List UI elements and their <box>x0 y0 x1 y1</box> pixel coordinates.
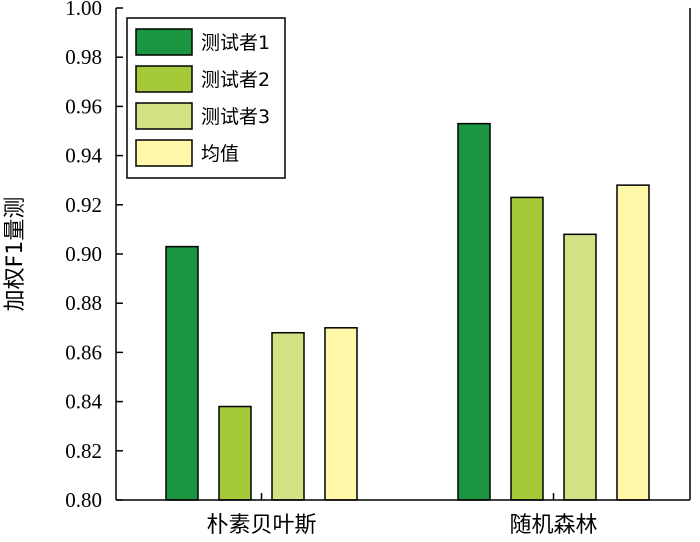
y-tick-label: 0.94 <box>65 144 102 168</box>
bar-2-series-3 <box>563 233 597 501</box>
bar-2-series-2 <box>510 196 544 501</box>
legend-label: 均值 <box>201 143 239 165</box>
legend-swatch <box>135 65 193 93</box>
legend-label: 测试者2 <box>201 69 270 91</box>
bar-1-series-4 <box>324 327 358 501</box>
y-tick-label: 0.98 <box>65 45 102 69</box>
bar-2-series-4 <box>616 184 650 501</box>
y-tick-label: 0.90 <box>65 242 102 266</box>
bar-2-series-1 <box>457 122 491 501</box>
y-ticks-group: 0.80 0.82 0.84 0.86 0.88 0.90 0.92 0.94 0.96 0.98… <box>65 0 123 512</box>
bars-group <box>165 122 650 501</box>
y-tick-label: 1.00 <box>65 0 102 20</box>
y-tick-label: 0.96 <box>65 94 102 118</box>
y-tick-label: 0.82 <box>65 439 102 463</box>
legend-label: 测试者1 <box>201 32 270 54</box>
y-tick-label: 0.86 <box>65 340 102 364</box>
legend: 测试者1 测试者2 测试者3 均值 <box>126 17 286 179</box>
legend-label: 测试者3 <box>201 106 270 128</box>
y-tick-label: 0.88 <box>65 291 102 315</box>
legend-swatch <box>135 139 193 167</box>
bar-1-series-1 <box>165 245 199 501</box>
legend-swatch <box>135 102 193 130</box>
bar-1-series-2 <box>218 405 252 501</box>
y-tick-label: 0.84 <box>65 390 102 414</box>
legend-swatch <box>135 28 193 56</box>
y-axis-title: 加权F1量测 <box>3 197 28 312</box>
x-ticks-group: 朴素贝叶斯 随机森林 <box>206 493 598 538</box>
bar-1-series-3 <box>271 331 305 501</box>
y-tick-label: 0.80 <box>65 488 102 512</box>
x-category-label: 朴素贝叶斯 <box>206 513 316 538</box>
x-category-label: 随机森林 <box>509 513 597 538</box>
y-tick-label: 0.92 <box>65 193 102 217</box>
